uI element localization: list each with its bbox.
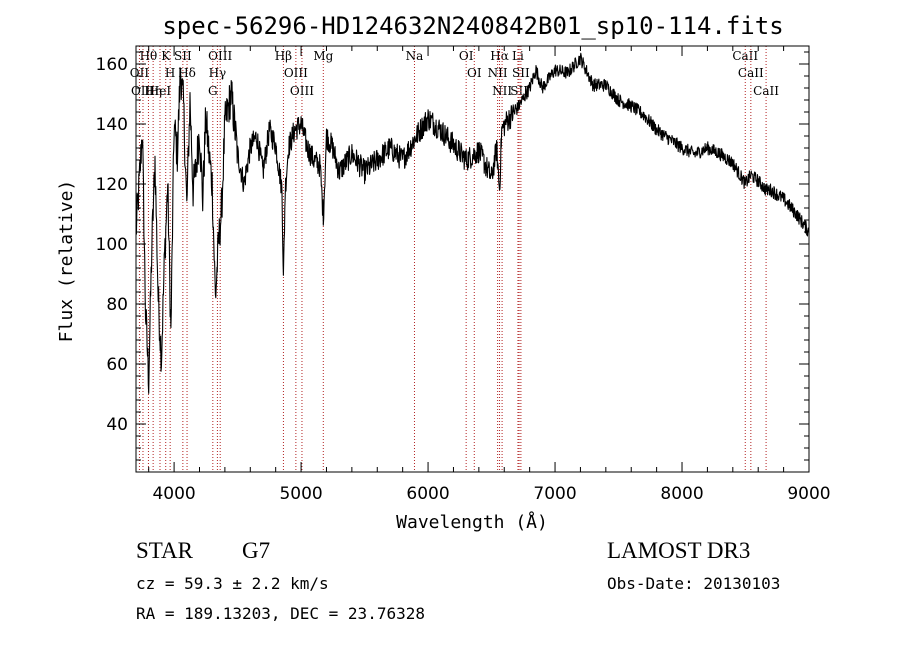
x-tick-label: 4000 xyxy=(152,484,195,504)
line-marker-label: Hθ xyxy=(140,49,158,63)
line-marker-label: Mg xyxy=(313,49,333,63)
line-marker-label: HeI xyxy=(149,84,172,98)
line-marker-label: K xyxy=(161,49,171,63)
line-marker-label: OIII xyxy=(208,49,232,63)
y-tick-label: 100 xyxy=(96,235,128,255)
y-tick-label: 120 xyxy=(96,175,128,195)
line-markers: HθOIIOIIIHηHeIKHSIIHδOIIIHγGHβOIIIOIIIMg… xyxy=(130,46,779,472)
line-marker-label: CaII xyxy=(738,66,764,80)
line-marker-label: Hδ xyxy=(178,66,196,80)
line-marker-label: OI xyxy=(467,66,482,80)
line-marker-label: CaII xyxy=(753,84,779,98)
x-tick-label: 8000 xyxy=(660,484,703,504)
spectrum-series xyxy=(135,52,810,394)
line-marker-label: SII xyxy=(512,66,530,80)
redshift-readout: cz = 59.3 ± 2.2 km/s xyxy=(136,574,329,593)
line-marker-label: NII xyxy=(488,66,508,80)
chart-title: spec-56296-HD124632N240842B01_sp10-114.f… xyxy=(162,12,783,40)
spectrum-line xyxy=(135,52,810,394)
line-marker-label: NII xyxy=(492,84,512,98)
x-tick-label: 5000 xyxy=(279,484,322,504)
x-axis: 4000 5000 6000 7000 8000 9000 xyxy=(148,46,831,504)
x-tick-label: 9000 xyxy=(787,484,830,504)
y-tick-label: 160 xyxy=(96,55,128,75)
line-marker-label: G xyxy=(208,84,218,98)
line-marker-label: Hγ xyxy=(209,66,227,80)
plot-frame xyxy=(135,45,810,473)
line-marker-label: OII xyxy=(130,66,150,80)
y-axis: 40 60 80 100 120 140 160 xyxy=(96,51,809,473)
line-marker-label: Li xyxy=(512,49,524,63)
obs-date: Obs-Date: 20130103 xyxy=(607,574,780,593)
line-marker-label: H xyxy=(165,66,175,80)
x-axis-label: Wavelength (Å) xyxy=(396,511,548,533)
y-tick-label: 140 xyxy=(96,115,128,135)
line-marker-label: Na xyxy=(406,49,424,63)
x-tick-label: 7000 xyxy=(533,484,576,504)
survey-name: LAMOST DR3 xyxy=(607,538,750,563)
y-tick-label: 80 xyxy=(106,295,128,315)
y-tick-label: 40 xyxy=(106,415,128,435)
line-marker-label: OI xyxy=(459,49,474,63)
y-axis-label: Flux (relative) xyxy=(56,180,77,343)
x-tick-label: 6000 xyxy=(406,484,449,504)
line-marker-label: Hβ xyxy=(275,49,292,63)
line-marker-label: CaII xyxy=(732,49,758,63)
line-marker-label: OIII xyxy=(284,66,308,80)
object-subclass: G7 xyxy=(242,538,270,563)
line-marker-label: Hη xyxy=(144,84,162,98)
line-marker-label: SII xyxy=(174,49,192,63)
line-marker-label: Hα xyxy=(490,49,509,63)
line-marker-label: OIII xyxy=(290,84,314,98)
coordinates: RA = 189.13203, DEC = 23.76328 xyxy=(136,604,425,623)
y-tick-label: 60 xyxy=(106,355,128,375)
object-type: STAR xyxy=(136,538,194,563)
